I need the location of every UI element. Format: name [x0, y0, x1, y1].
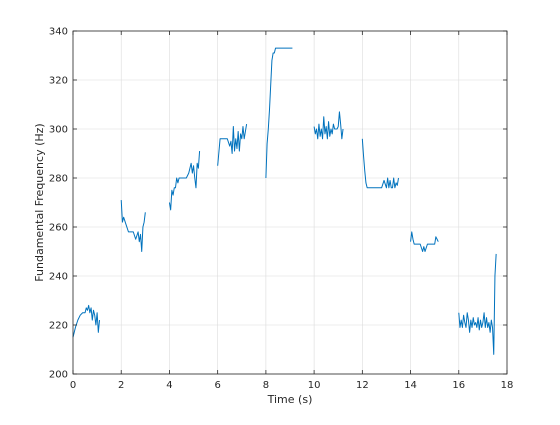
y-tick-label: 300: [49, 125, 68, 136]
y-tick-label: 200: [49, 370, 68, 381]
x-tick-label: 16: [452, 380, 465, 391]
x-tick-label: 18: [501, 380, 514, 391]
y-tick-label: 340: [49, 27, 68, 38]
f0-segment-line: [313, 111, 344, 140]
x-tick-labels: 0 2 4 6 8 10 12 14 16 18: [70, 380, 514, 391]
y-tick-label: 320: [49, 76, 68, 87]
y-tick-label: 240: [49, 272, 68, 283]
f0-segment-line: [410, 231, 439, 252]
f0-segment-line: [458, 253, 497, 355]
x-axis-label: Time (s): [267, 393, 313, 406]
plot-area: [73, 31, 507, 374]
x-tick-label: 0: [70, 380, 76, 391]
x-tick-label: 12: [356, 380, 369, 391]
y-tick-label: 260: [49, 223, 68, 234]
f0-segment-line: [265, 47, 293, 179]
y-axis-label: Fundamental Frequency (Hz): [33, 123, 46, 281]
x-tick-label: 6: [214, 380, 220, 391]
x-tick-label: 8: [263, 380, 269, 391]
series-f0: [72, 47, 497, 355]
f0-segment-line: [120, 200, 146, 252]
f0-segment-line: [361, 138, 399, 189]
y-tick-labels: 200 220 240 260 280 300 320 340: [49, 27, 68, 381]
f0-segment-line: [168, 151, 201, 211]
y-tick-label: 220: [49, 321, 68, 332]
y-tick-label: 280: [49, 174, 68, 185]
x-tick-label: 2: [118, 380, 124, 391]
f0-segment-line: [72, 304, 101, 338]
axes-box: [72, 30, 508, 375]
x-tick-label: 10: [308, 380, 321, 391]
x-tick-label: 14: [404, 380, 417, 391]
ticks: [72, 30, 508, 375]
x-tick-label: 4: [166, 380, 172, 391]
f0-segment-line: [217, 124, 248, 166]
